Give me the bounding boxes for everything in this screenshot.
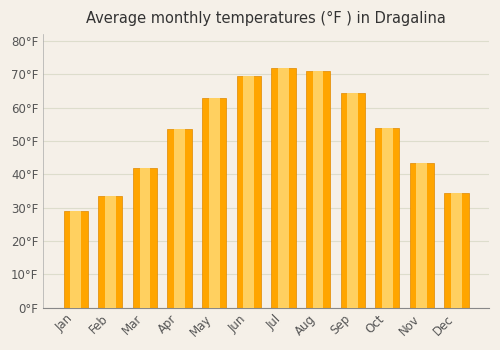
Bar	[244, 76, 254, 308]
Bar	[236, 76, 261, 308]
Bar	[444, 193, 468, 308]
Bar	[133, 168, 157, 308]
Bar	[174, 129, 185, 308]
Bar	[451, 193, 462, 308]
Bar	[340, 93, 365, 308]
Bar	[202, 98, 226, 308]
Bar	[140, 168, 150, 308]
Bar	[64, 211, 88, 308]
Bar	[278, 68, 289, 308]
Title: Average monthly temperatures (°F ) in Dragalina: Average monthly temperatures (°F ) in Dr…	[86, 11, 446, 26]
Bar	[306, 71, 330, 308]
Bar	[347, 93, 358, 308]
Bar	[208, 98, 220, 308]
Bar	[312, 71, 324, 308]
Bar	[105, 196, 116, 308]
Bar	[416, 163, 428, 308]
Bar	[98, 196, 122, 308]
Bar	[375, 128, 400, 308]
Bar	[410, 163, 434, 308]
Bar	[272, 68, 295, 308]
Bar	[382, 128, 392, 308]
Bar	[168, 129, 192, 308]
Bar	[70, 211, 81, 308]
